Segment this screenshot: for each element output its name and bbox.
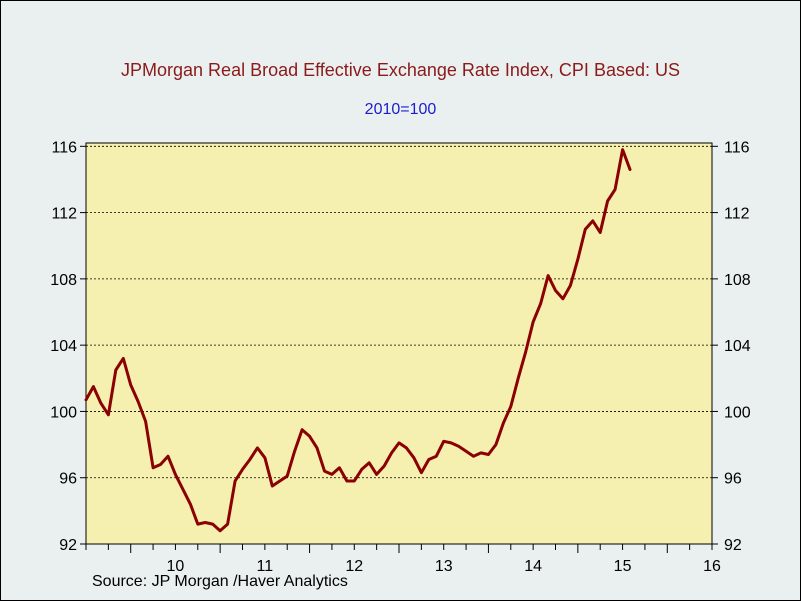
- chart-title: JPMorgan Real Broad Effective Exchange R…: [121, 60, 680, 80]
- y-tick-label-right: 116: [724, 139, 750, 156]
- chart-subtitle: 2010=100: [364, 101, 437, 118]
- plot-area-group: 92 92 96 96 100 100 104 104 108 108 112 112 116 116 10…: [50, 139, 751, 575]
- x-tick-label: 13: [435, 558, 453, 575]
- x-tick-label: 11: [257, 558, 274, 575]
- x-tick-label: 16: [703, 558, 721, 575]
- y-tick-label-right: 92: [724, 537, 742, 554]
- series-line: [84, 148, 632, 533]
- x-tick-label: 14: [524, 558, 542, 575]
- plot-area: [85, 142, 713, 545]
- y-tick-label-left: 108: [50, 272, 77, 289]
- y-tick-label-left: 96: [59, 471, 77, 488]
- x-tick-label: 12: [345, 558, 363, 575]
- y-tick-label-right: 100: [724, 404, 751, 421]
- y-tick-label-left: 112: [51, 206, 77, 223]
- y-tick-label-right: 96: [724, 471, 742, 488]
- y-tick-label-right: 108: [724, 272, 751, 289]
- y-tick-label-right: 104: [724, 338, 751, 355]
- y-tick-label-left: 92: [59, 537, 77, 554]
- y-tick-label-left: 104: [50, 338, 77, 355]
- x-tick-label: 10: [167, 558, 185, 575]
- y-tick-label-left: 116: [51, 139, 77, 156]
- source-note: Source: JP Morgan /Haver Analytics: [92, 573, 348, 590]
- y-tick-label-right: 112: [724, 206, 750, 223]
- y-tick-label-left: 100: [50, 404, 77, 421]
- x-tick-label: 15: [614, 558, 632, 575]
